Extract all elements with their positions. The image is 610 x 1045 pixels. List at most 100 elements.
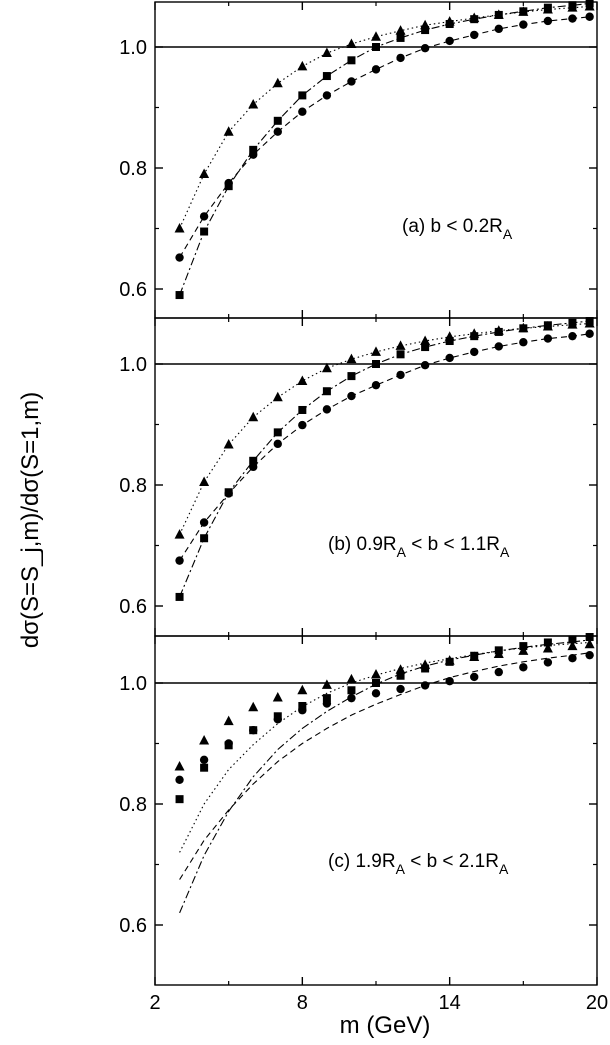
- square-point: [494, 10, 503, 19]
- circle-point: [396, 370, 405, 380]
- y-tick-label: 1.0: [119, 37, 147, 59]
- x-tick-label: 14: [439, 992, 461, 1014]
- triangle-point: [346, 353, 357, 364]
- square-point: [519, 7, 528, 16]
- panel-annotation: (a) b < 0.2RA: [402, 216, 513, 242]
- panel-subscript: A: [499, 861, 509, 877]
- y-axis-title: dσ(S=S_j,m)/dσ(S=1,m): [17, 392, 44, 648]
- circle-point: [420, 681, 430, 690]
- triangle-point: [297, 684, 308, 695]
- triangle-point: [321, 362, 332, 373]
- circle-point: [322, 699, 332, 708]
- square-point: [585, 633, 594, 642]
- triangle-point: [346, 673, 357, 684]
- triangle-point: [248, 701, 259, 712]
- triangle-point: [272, 391, 283, 402]
- circle-point: [585, 329, 594, 338]
- square-point: [568, 1, 577, 10]
- square-point: [175, 291, 184, 300]
- curve-dotted: [179, 641, 590, 853]
- panel-subscript: A: [503, 226, 513, 242]
- square-point: [249, 145, 258, 154]
- square-point: [543, 3, 552, 12]
- circle-point: [298, 420, 307, 430]
- triangle-point: [371, 346, 381, 356]
- square-point: [421, 343, 430, 352]
- curve-dotted: [179, 322, 590, 535]
- circle-point: [445, 36, 454, 46]
- circle-point: [585, 650, 594, 660]
- square-point: [200, 534, 209, 543]
- panel-condition-mid: < b < 1.1R: [406, 534, 500, 555]
- square-point: [347, 56, 356, 65]
- square-point: [470, 15, 479, 24]
- triangle-point: [272, 692, 283, 702]
- circle-point: [396, 684, 405, 694]
- circle-point: [420, 361, 430, 370]
- triangle-point: [567, 640, 578, 651]
- square-point: [347, 372, 356, 381]
- circle-point: [322, 91, 332, 100]
- circle-point: [371, 65, 381, 74]
- markers: [174, 317, 595, 601]
- triangle-point: [223, 715, 234, 726]
- markers: [174, 0, 595, 300]
- circle-point: [543, 334, 553, 343]
- panel-label: (a): [402, 216, 431, 237]
- curves: [179, 320, 590, 598]
- y-tick-label: 0.6: [119, 279, 147, 301]
- circle-point: [175, 775, 184, 784]
- square-point: [445, 657, 454, 666]
- square-point: [568, 635, 577, 644]
- triangle-point: [395, 340, 406, 350]
- y-tick-label: 0.6: [119, 915, 147, 937]
- square-point: [519, 642, 528, 651]
- circle-point: [494, 342, 503, 351]
- circle-point: [347, 391, 356, 401]
- curve-dotted: [179, 5, 590, 229]
- panel-subscript: A: [500, 544, 510, 560]
- panel-condition-mid: < b < 2.1R: [405, 851, 499, 872]
- square-point: [519, 324, 528, 333]
- triangle-point: [248, 98, 259, 109]
- triangle-point: [420, 335, 431, 346]
- circle-point: [347, 77, 356, 86]
- circle-point: [224, 178, 233, 188]
- triangle-point: [542, 643, 553, 653]
- circle-point: [519, 663, 528, 672]
- triangle-point: [174, 529, 185, 539]
- triangle-point: [321, 47, 332, 58]
- circle-point: [273, 439, 282, 449]
- circle-point: [298, 107, 307, 116]
- square-point: [249, 456, 258, 465]
- square-point: [298, 701, 307, 710]
- circle-point: [371, 689, 381, 698]
- y-tick-label: 0.8: [119, 794, 147, 816]
- circle-point: [298, 706, 307, 715]
- circle-point: [199, 518, 209, 527]
- circle-point: [273, 127, 282, 136]
- square-point: [347, 686, 356, 695]
- square-point: [396, 33, 405, 42]
- square-point: [585, 317, 594, 326]
- circle-point: [175, 253, 184, 262]
- triangle-point: [371, 31, 381, 41]
- square-point: [568, 318, 577, 327]
- triangle-point: [395, 25, 406, 35]
- curves: [179, 639, 590, 914]
- triangle-point: [223, 126, 234, 136]
- square-point: [372, 679, 380, 687]
- panel-condition: 1.9R: [355, 851, 395, 872]
- y-tick-label: 0.8: [119, 158, 147, 180]
- circle-point: [371, 380, 381, 390]
- triangle-point: [371, 669, 381, 679]
- panel-b: 0.60.81.0(b) 0.9RA < b < 1.1RA: [119, 317, 598, 637]
- square-point: [445, 337, 454, 346]
- triangle-point: [199, 734, 210, 745]
- triangle-point: [248, 411, 259, 422]
- circle-point: [543, 16, 553, 26]
- x-tick-label: 8: [297, 992, 308, 1014]
- triangle-point: [199, 476, 210, 486]
- triangle-point: [395, 664, 406, 674]
- triangle-point: [584, 638, 595, 649]
